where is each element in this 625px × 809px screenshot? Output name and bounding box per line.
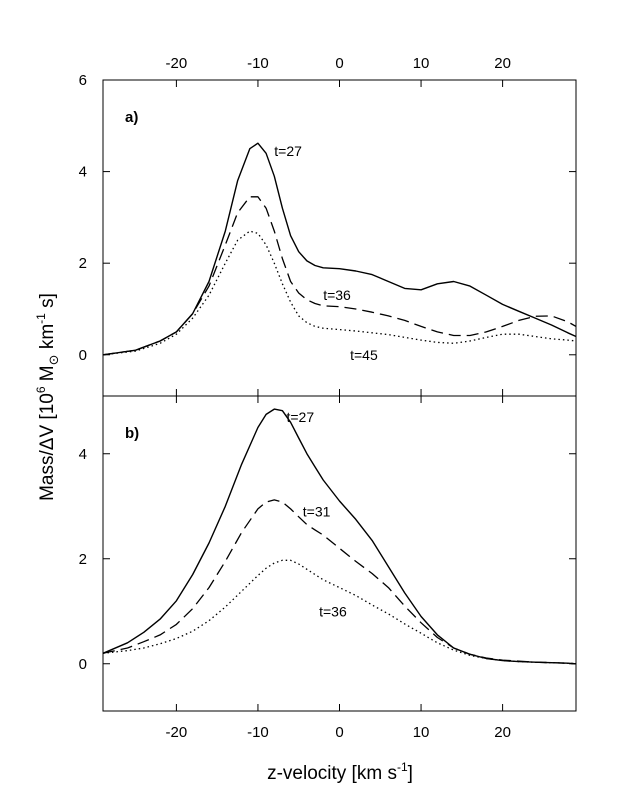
x-tick-label-top: -10 <box>247 55 269 72</box>
plot-frame <box>102 395 577 712</box>
panel-a: -20 -10 0 10 20 0 2 4 6 a) t=27 t=36 t=45 <box>79 55 577 397</box>
series-line-dashed <box>102 499 577 665</box>
y-tick-label: 4 <box>79 446 87 463</box>
x-tick-label-bottom: 0 <box>335 724 343 741</box>
y-tick-label: 2 <box>79 551 87 568</box>
x-axis-title: z-velocity [km s-1] <box>267 760 413 784</box>
series-line-solid <box>102 142 577 356</box>
x-tick-label-top: -20 <box>166 55 188 72</box>
curve-label: t=31 <box>303 504 331 520</box>
series-line-dotted <box>102 230 577 356</box>
curve-label: t=36 <box>323 287 351 303</box>
panel-label: b) <box>125 425 139 442</box>
x-tick-label-top: 20 <box>494 55 511 72</box>
x-tick-label-top: 0 <box>335 55 343 72</box>
y-tick-label: 4 <box>79 164 87 181</box>
x-tick-label-bottom: 20 <box>494 724 511 741</box>
x-tick-label-bottom: -10 <box>247 724 269 741</box>
y-tick-label: 2 <box>79 255 87 272</box>
x-tick-label-top: 10 <box>413 55 430 72</box>
y-axis-title: Mass/ΔV [106 M⊙ km-1 s] <box>34 293 61 501</box>
y-tick-label: 0 <box>79 347 87 364</box>
curve-label: t=27 <box>286 409 314 425</box>
y-tick-label: 0 <box>79 656 87 673</box>
x-tick-label-bottom: -20 <box>166 724 188 741</box>
curve-label: t=45 <box>350 347 378 363</box>
panel-label: a) <box>125 109 138 126</box>
plot-frame <box>102 79 577 397</box>
panel-b: -20 -10 0 10 20 0 2 4 b) t=27 t=31 t=36 <box>79 395 577 741</box>
series-line-dashed <box>102 196 577 356</box>
x-tick-label-bottom: 10 <box>413 724 430 741</box>
curve-label: t=27 <box>274 143 302 159</box>
curve-label: t=36 <box>319 603 347 619</box>
series-line-solid <box>102 408 577 665</box>
y-tick-label: 6 <box>79 72 87 89</box>
